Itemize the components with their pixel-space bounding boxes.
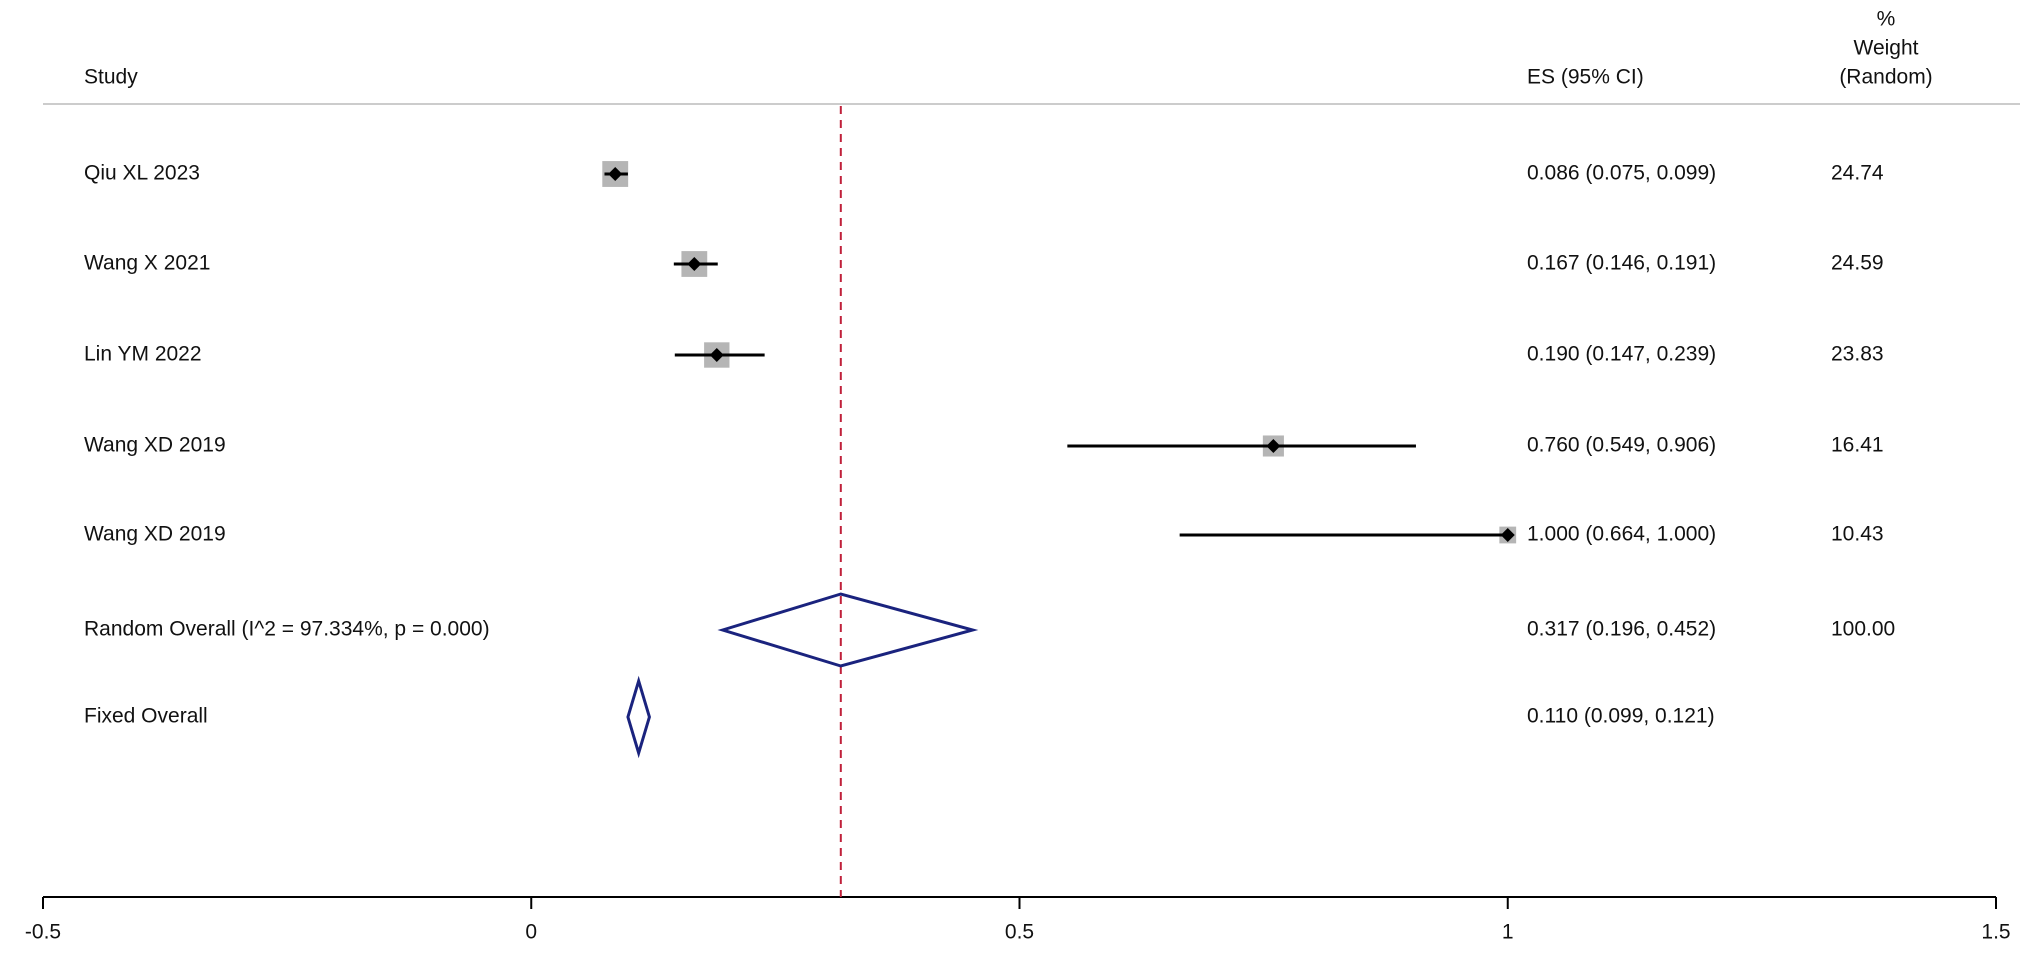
point-estimate	[1500, 528, 1515, 542]
x-tick-label: -0.5	[25, 921, 61, 944]
study-name: Wang XD 2019	[84, 523, 226, 546]
study-name: Wang XD 2019	[84, 434, 226, 457]
point-estimate	[1266, 439, 1281, 453]
study-name: Wang X 2021	[84, 252, 210, 275]
weight: 24.74	[1831, 162, 1884, 185]
es-ci: 0.190 (0.147, 0.239)	[1527, 343, 1716, 366]
header-study: Study	[84, 66, 138, 89]
es-ci: 1.000 (0.664, 1.000)	[1527, 523, 1716, 546]
overall-name: Random Overall (I^2 = 97.334%, p = 0.000…	[84, 618, 490, 641]
point-estimate	[687, 257, 702, 271]
header-weight: %	[1877, 8, 1896, 31]
x-tick-label: 0	[525, 921, 537, 944]
header-es: ES (95% CI)	[1527, 66, 1644, 89]
es-ci: 0.317 (0.196, 0.452)	[1527, 618, 1716, 641]
x-tick-label: 1.5	[1981, 921, 2010, 944]
es-ci: 0.167 (0.146, 0.191)	[1527, 252, 1716, 275]
overall-diamond	[626, 675, 651, 759]
weight: 24.59	[1831, 252, 1884, 275]
point-estimate	[709, 348, 724, 362]
study-name: Lin YM 2022	[84, 343, 202, 366]
es-ci: 0.110 (0.099, 0.121)	[1527, 705, 1715, 728]
es-ci: 0.760 (0.549, 0.906)	[1527, 434, 1716, 457]
x-tick-label: 1	[1502, 921, 1514, 944]
header-weight: (Random)	[1839, 66, 1932, 89]
weight: 23.83	[1831, 343, 1884, 366]
point-estimate	[608, 167, 623, 181]
overall-name: Fixed Overall	[84, 705, 208, 728]
x-tick-label: 0.5	[1005, 921, 1034, 944]
weight: 10.43	[1831, 523, 1884, 546]
weight: 100.00	[1831, 618, 1895, 641]
study-name: Qiu XL 2023	[84, 162, 200, 185]
overall-diamond	[717, 592, 979, 668]
header-weight: Weight	[1854, 37, 1919, 60]
weight: 16.41	[1831, 434, 1884, 457]
es-ci: 0.086 (0.075, 0.099)	[1527, 162, 1716, 185]
